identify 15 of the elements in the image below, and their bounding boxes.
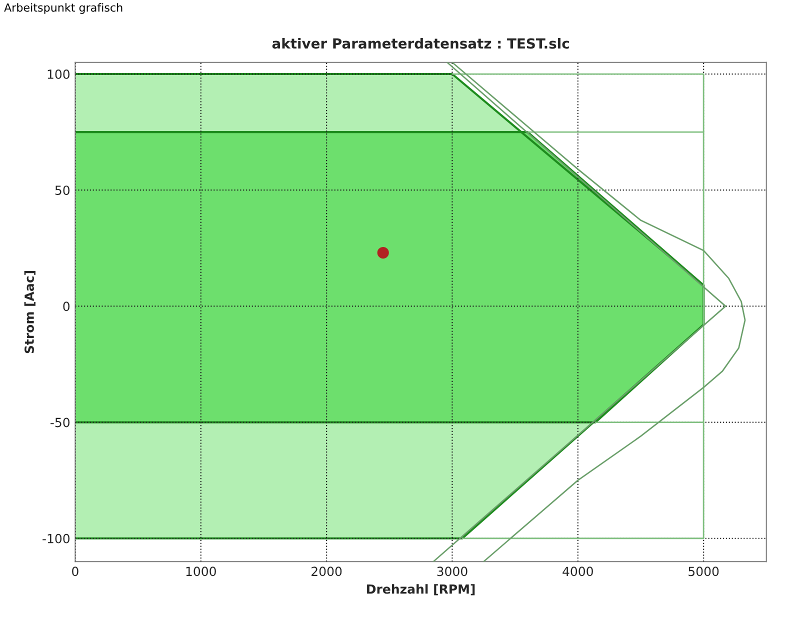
x-tick-label: 5000 <box>688 566 719 576</box>
x-tick-label: 0 <box>72 566 78 576</box>
chart-title: aktiver Parameterdatensatz : TEST.slc <box>272 38 569 49</box>
y-tick-label: 0 <box>63 302 70 312</box>
x-tick-label: 4000 <box>562 566 593 576</box>
x-axis-title: Drehzahl [RPM] <box>367 584 475 596</box>
y-tick-label: 100 <box>48 69 70 79</box>
y-tick-label: -50 <box>50 418 70 428</box>
x-tick-label: 1000 <box>186 566 216 576</box>
y-tick-label: 50 <box>55 186 70 196</box>
y-axis-title: Strom [Aac] <box>24 271 36 354</box>
y-tick-label: -100 <box>42 534 70 544</box>
text: Arbeitspunkt grafisch <box>4 3 122 14</box>
x-tick-label: 3000 <box>437 566 468 576</box>
x-tick-label: 2000 <box>312 566 342 576</box>
